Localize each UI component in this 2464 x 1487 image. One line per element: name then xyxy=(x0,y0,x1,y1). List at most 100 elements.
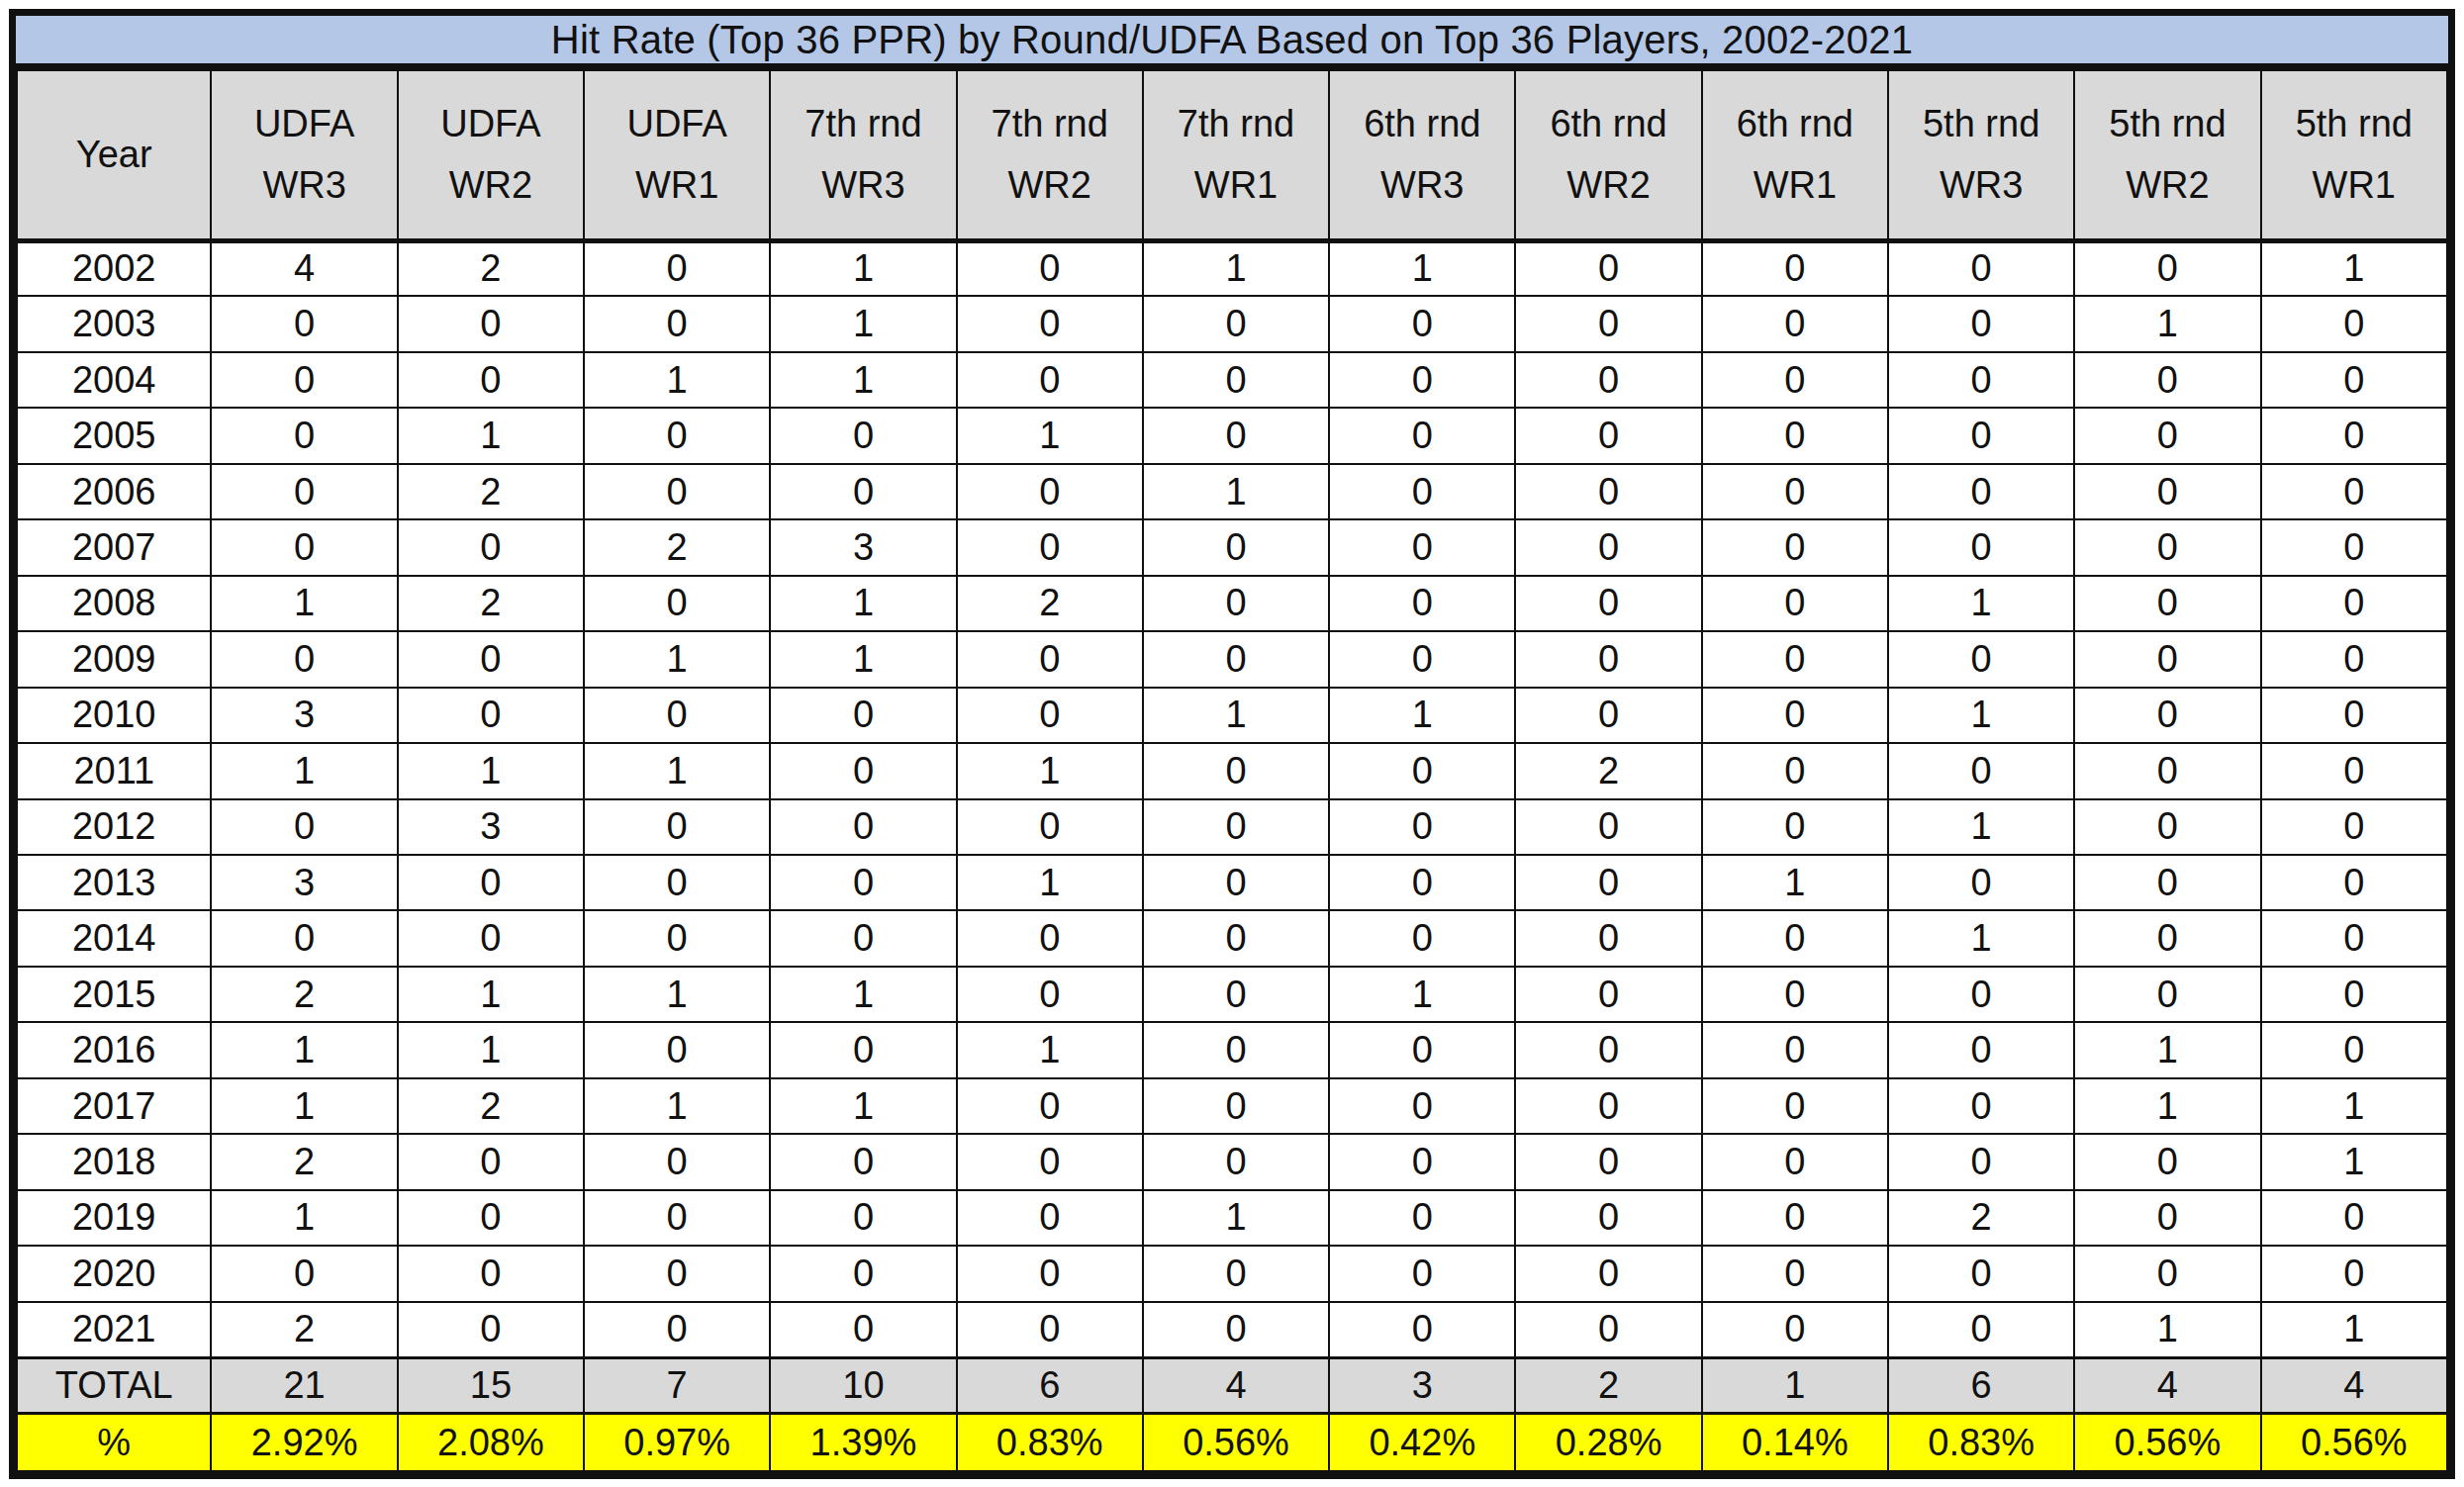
value-cell: 0 xyxy=(1888,408,2074,463)
value-cell: 0 xyxy=(1702,1302,1888,1357)
column-header-line: 6th rnd xyxy=(1703,93,1887,154)
value-cell: 0 xyxy=(1329,1134,1515,1189)
value-cell: 0 xyxy=(398,519,584,575)
column-header-line: UDFA xyxy=(585,93,769,154)
value-cell: 0 xyxy=(770,688,956,743)
value-cell: 0 xyxy=(1702,1190,1888,1246)
value-cell: 0 xyxy=(957,352,1143,408)
total-value-cell: 7 xyxy=(584,1357,770,1413)
value-cell: 0 xyxy=(957,296,1143,351)
value-cell: 1 xyxy=(770,967,956,1022)
value-cell: 0 xyxy=(1143,799,1329,855)
value-cell: 0 xyxy=(2261,1246,2447,1301)
value-cell: 0 xyxy=(211,408,397,463)
value-cell: 0 xyxy=(1888,1134,2074,1189)
value-cell: 0 xyxy=(770,1246,956,1301)
value-cell: 0 xyxy=(211,519,397,575)
value-cell: 0 xyxy=(1143,576,1329,631)
value-cell: 1 xyxy=(398,1022,584,1077)
value-cell: 1 xyxy=(584,743,770,798)
value-cell: 0 xyxy=(2074,631,2260,687)
value-cell: 0 xyxy=(2074,1190,2260,1246)
value-cell: 1 xyxy=(211,1190,397,1246)
value-cell: 0 xyxy=(1888,1078,2074,1134)
value-cell: 0 xyxy=(1143,1134,1329,1189)
column-header-line: WR2 xyxy=(399,154,583,216)
value-cell: 0 xyxy=(211,464,397,519)
table-row: 2012030000000100 xyxy=(17,799,2447,855)
value-cell: 2 xyxy=(398,464,584,519)
value-cell: 0 xyxy=(584,408,770,463)
value-cell: 0 xyxy=(398,631,584,687)
table-row: 2011111010020000 xyxy=(17,743,2447,798)
table-row: 2004001100000000 xyxy=(17,352,2447,408)
total-value-cell: 10 xyxy=(770,1357,956,1413)
value-cell: 0 xyxy=(1515,967,1701,1022)
value-cell: 0 xyxy=(1329,1190,1515,1246)
percent-value-cell: 2.08% xyxy=(398,1414,584,1471)
value-cell: 0 xyxy=(1702,631,1888,687)
value-cell: 0 xyxy=(2261,296,2447,351)
total-value-cell: 4 xyxy=(2261,1357,2447,1413)
value-cell: 0 xyxy=(2261,464,2447,519)
table-row: 2005010010000000 xyxy=(17,408,2447,463)
value-cell: 1 xyxy=(398,408,584,463)
value-cell: 1 xyxy=(584,1078,770,1134)
column-header: 7th rndWR2 xyxy=(957,70,1143,240)
value-cell: 0 xyxy=(584,688,770,743)
value-cell: 1 xyxy=(1702,855,1888,910)
column-header-line: WR2 xyxy=(958,154,1142,216)
value-cell: 0 xyxy=(584,296,770,351)
value-cell: 0 xyxy=(1702,1134,1888,1189)
column-header: UDFAWR1 xyxy=(584,70,770,240)
value-cell: 0 xyxy=(584,1134,770,1189)
value-cell: 1 xyxy=(211,1078,397,1134)
value-cell: 0 xyxy=(1143,408,1329,463)
value-cell: 0 xyxy=(1329,631,1515,687)
column-header-line: 7th rnd xyxy=(771,93,955,154)
percent-value-cell: 1.39% xyxy=(770,1414,956,1471)
column-header: UDFAWR3 xyxy=(211,70,397,240)
column-header-line: WR1 xyxy=(1703,154,1887,216)
table-row: 2010300001100100 xyxy=(17,688,2447,743)
value-cell: 0 xyxy=(2261,408,2447,463)
value-cell: 0 xyxy=(1143,352,1329,408)
value-cell: 0 xyxy=(770,743,956,798)
value-cell: 0 xyxy=(1702,799,1888,855)
value-cell: 1 xyxy=(2261,240,2447,296)
value-cell: 1 xyxy=(1888,910,2074,966)
value-cell: 0 xyxy=(1329,855,1515,910)
column-header: 5th rndWR3 xyxy=(1888,70,2074,240)
total-value-cell: 6 xyxy=(1888,1357,2074,1413)
value-cell: 0 xyxy=(1515,1302,1701,1357)
value-cell: 0 xyxy=(1143,1022,1329,1077)
value-cell: 0 xyxy=(1702,1246,1888,1301)
year-cell: 2014 xyxy=(17,910,211,966)
value-cell: 0 xyxy=(1515,296,1701,351)
value-cell: 1 xyxy=(770,352,956,408)
year-cell: 2004 xyxy=(17,352,211,408)
value-cell: 0 xyxy=(1329,352,1515,408)
value-cell: 0 xyxy=(1515,464,1701,519)
total-value-cell: 6 xyxy=(957,1357,1143,1413)
value-cell: 0 xyxy=(1702,464,1888,519)
value-cell: 0 xyxy=(1329,519,1515,575)
value-cell: 0 xyxy=(1143,910,1329,966)
column-header: 6th rndWR3 xyxy=(1329,70,1515,240)
value-cell: 0 xyxy=(1888,855,2074,910)
value-cell: 0 xyxy=(1515,240,1701,296)
value-cell: 2 xyxy=(211,967,397,1022)
value-cell: 1 xyxy=(398,967,584,1022)
value-cell: 0 xyxy=(1515,1246,1701,1301)
value-cell: 0 xyxy=(1515,352,1701,408)
value-cell: 0 xyxy=(1888,967,2074,1022)
value-cell: 0 xyxy=(2261,799,2447,855)
column-header-line: UDFA xyxy=(399,93,583,154)
table-row: 2015211100100000 xyxy=(17,967,2447,1022)
value-cell: 0 xyxy=(1702,352,1888,408)
value-cell: 0 xyxy=(2074,576,2260,631)
value-cell: 3 xyxy=(211,688,397,743)
column-header-line: WR3 xyxy=(771,154,955,216)
value-cell: 0 xyxy=(584,1022,770,1077)
value-cell: 0 xyxy=(1515,1190,1701,1246)
